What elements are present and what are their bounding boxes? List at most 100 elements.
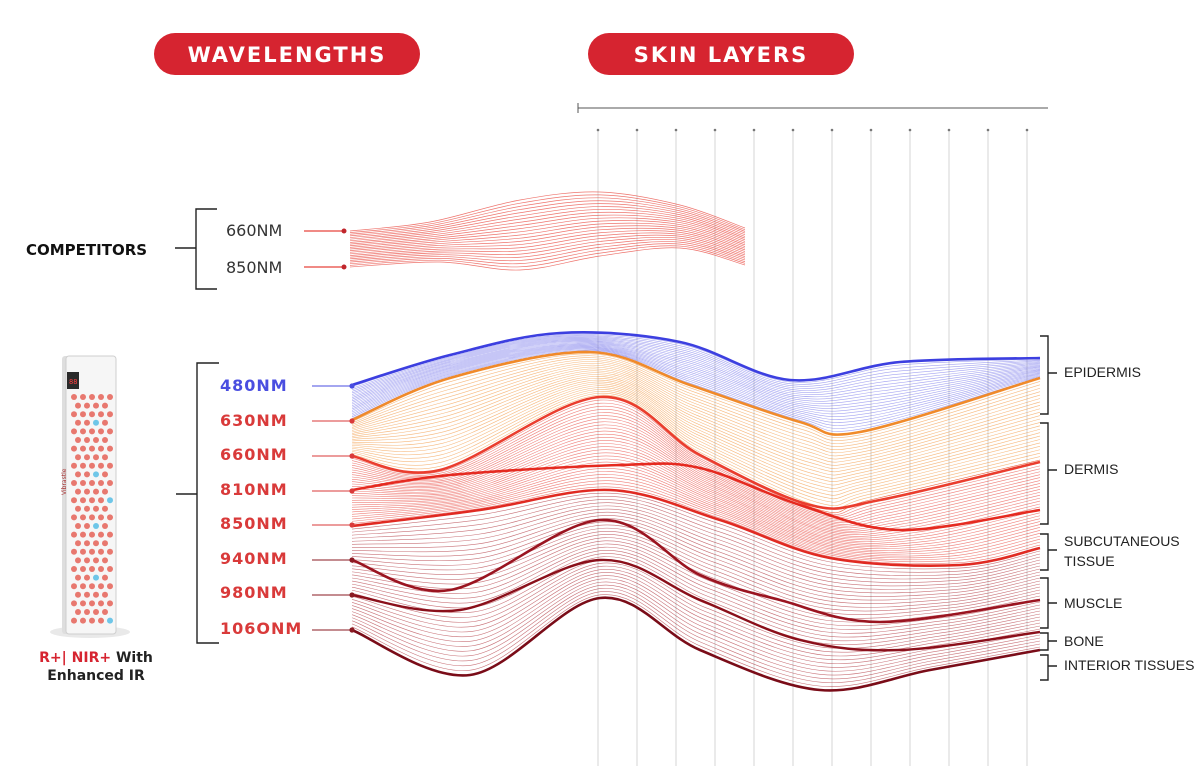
competitor-wl-850: 850NM — [226, 258, 282, 277]
competitor-bundle-strand — [349, 203, 746, 238]
competitor-bundle-strand — [349, 232, 746, 256]
wl-label-940: 940NM — [220, 549, 288, 568]
blue-bundle-strand — [351, 345, 1041, 415]
orange-bundle-strand — [351, 391, 1041, 503]
red-bundle-strand — [351, 415, 1041, 524]
device-led — [102, 419, 108, 426]
device-led — [80, 514, 86, 521]
device-led — [102, 609, 108, 615]
darkred-bundle-strand — [351, 515, 1041, 594]
device-led — [89, 462, 95, 469]
competitor-bundle-strand — [349, 206, 746, 240]
product-caption-line2: Enhanced IR — [47, 668, 145, 684]
competitor-dot-660 — [341, 228, 347, 234]
product-bracket — [176, 362, 219, 644]
darkred-bundle-strand — [351, 537, 1041, 619]
device-led — [71, 548, 77, 555]
device-led — [107, 617, 113, 624]
device-led — [89, 548, 95, 555]
line-1060 — [351, 596, 1041, 692]
device-led — [71, 583, 77, 590]
device-led — [75, 419, 81, 426]
line-630 — [351, 350, 1041, 436]
product-caption: R+| NIR+ With Enhanced IR — [39, 650, 153, 684]
device-led — [98, 428, 104, 435]
darkred-bundle-strand — [351, 499, 1041, 576]
device-led — [89, 480, 95, 486]
device-led — [107, 531, 113, 538]
device-led — [102, 437, 108, 443]
orange-bundle-strand — [351, 364, 1041, 457]
device-led — [84, 437, 90, 443]
device-led — [98, 445, 104, 452]
bracket-interior — [1040, 654, 1057, 681]
device-led — [102, 454, 108, 461]
device-led — [80, 531, 86, 538]
blue-bundle-strand — [351, 349, 1041, 429]
blue-bundle-strand — [351, 335, 1041, 392]
red-bundle-strand — [351, 452, 1041, 544]
blue-bundle-strand — [351, 339, 1041, 399]
device-led — [71, 445, 77, 452]
red-bundle-strand — [351, 446, 1041, 541]
competitor-bundle-strand — [349, 191, 746, 232]
red-bundle-strand — [351, 464, 1041, 551]
blue-bundle-strand — [351, 348, 1041, 423]
orange-bundle-strand — [351, 374, 1041, 473]
device-led — [80, 617, 86, 624]
competitors-bracket — [175, 208, 217, 290]
device-led — [98, 514, 104, 521]
leader-dot — [349, 488, 355, 494]
device-led — [84, 591, 90, 598]
competitor-dot-850 — [341, 264, 347, 270]
competitor-bundle-strand — [349, 245, 746, 268]
gridline-tick — [869, 128, 873, 132]
layer-muscle: MUSCLE — [1064, 595, 1122, 611]
device-led — [80, 583, 86, 590]
device-led — [107, 394, 113, 400]
device-led — [89, 531, 95, 538]
bracket-dermis — [1040, 422, 1057, 525]
device-led — [107, 411, 113, 418]
darkred-bundle-strand — [351, 591, 1041, 684]
skin-layers-header-text: SKIN LAYERS — [634, 43, 809, 67]
device-led — [80, 600, 86, 607]
device-led — [75, 591, 81, 598]
device-led — [93, 574, 99, 581]
red-bundle-strand — [351, 458, 1041, 548]
competitor-bundle-strand — [349, 214, 746, 245]
device-led — [98, 617, 104, 624]
blue-bundle-strand — [351, 347, 1041, 420]
device-led — [89, 394, 95, 400]
device-led — [93, 591, 99, 598]
darkred-bundle-strand — [351, 578, 1041, 668]
device-led — [93, 402, 99, 409]
blue-bundle-strand — [351, 338, 1041, 397]
blue-bundle-strand — [351, 336, 1041, 394]
competitor-bundle-strand — [349, 241, 746, 263]
darkred-bundle-strand — [351, 496, 1041, 573]
competitor-bundle-strand — [349, 217, 746, 247]
wl-label-980: 980NM — [220, 583, 288, 602]
device-led — [102, 402, 108, 409]
red-bundle-strand — [351, 474, 1041, 557]
gridline-tick — [908, 128, 912, 132]
blue-bundle-strand — [351, 349, 1041, 426]
gridline-tick — [635, 128, 639, 132]
leader-dot — [349, 627, 355, 633]
device-led — [84, 540, 90, 547]
competitor-bundle-strand — [349, 225, 746, 251]
device-led — [93, 454, 99, 461]
darkred-bundle-strand — [351, 511, 1041, 590]
red-bundle-strand — [351, 436, 1041, 535]
device-led — [75, 454, 81, 461]
device-led — [89, 411, 95, 418]
red-bundle-strand — [351, 477, 1041, 559]
bracket-bone — [1040, 632, 1057, 651]
device-led — [71, 600, 77, 607]
device-led — [75, 540, 81, 547]
device-led — [75, 471, 81, 478]
wl-label-1060: 106ONM — [220, 619, 302, 638]
device-led — [84, 419, 90, 426]
device-led — [107, 445, 113, 452]
